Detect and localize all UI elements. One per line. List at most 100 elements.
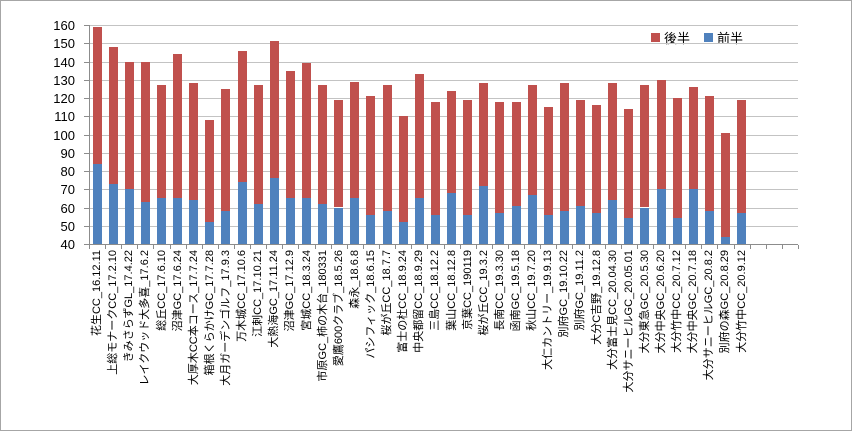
bar-segment-front: [720, 236, 730, 244]
y-axis-label: 110: [54, 109, 75, 125]
bar-segment-front: [640, 207, 650, 244]
x-axis-tick: [185, 245, 187, 249]
bar-segment-back: [237, 50, 247, 182]
x-axis-tick: [443, 245, 445, 249]
y-axis-tick: [84, 98, 89, 99]
bar-segment-front: [173, 198, 183, 244]
y-axis-tick: [84, 116, 89, 118]
bar-segment-front: [92, 163, 102, 244]
y-axis-label: 130: [53, 72, 75, 88]
x-axis-label: 大分竹中CC_20.7.12: [671, 250, 684, 353]
y-gridline: [89, 189, 798, 191]
bar-segment-back: [414, 74, 424, 199]
bar-segment-back: [575, 99, 585, 206]
bar-segment-back: [124, 61, 134, 190]
y-axis-label: 150: [53, 36, 75, 52]
y-axis-label: 60: [60, 200, 75, 216]
x-axis-tick: [362, 245, 364, 249]
bar-segment-front: [398, 222, 408, 244]
bar-segment-back: [285, 70, 295, 199]
y-axis-tick: [84, 61, 89, 63]
bar-segment-front: [704, 211, 714, 244]
bar-segment-back: [334, 99, 344, 208]
x-axis-label: 大分サニーヒルGC_20.05.01: [622, 250, 635, 393]
bar-segment-back: [189, 83, 199, 201]
bar-segment-front: [592, 212, 602, 244]
bar-segment-back: [543, 107, 553, 215]
bar-segment-front: [543, 214, 553, 244]
bar-segment-front: [414, 198, 424, 244]
bar-segment-back: [398, 116, 408, 223]
x-axis-tick: [379, 245, 381, 249]
x-axis-tick: [540, 245, 542, 249]
bar-segment-back: [720, 132, 730, 237]
x-axis-tick: [556, 245, 558, 249]
x-axis-tick: [733, 245, 735, 249]
y-gridline: [89, 225, 798, 227]
x-axis-label: 桜が丘CC_18.7.7: [381, 250, 394, 336]
bar-segment-back: [656, 79, 666, 190]
bar-segment-back: [140, 61, 150, 203]
bar-segment-front: [495, 212, 505, 244]
x-axis-label: 富士の杜CC_18.9.24: [397, 250, 410, 353]
y-axis-tick: [84, 25, 89, 26]
x-axis-tick: [395, 245, 397, 249]
bar-segment-back: [205, 119, 215, 223]
bar-segment-front: [285, 198, 295, 244]
x-axis-tick: [137, 245, 139, 249]
bar-segment-back: [624, 108, 634, 219]
y-gridline: [89, 25, 798, 26]
x-axis-tick: [282, 245, 284, 249]
bar-segment-back: [108, 46, 118, 184]
bar-segment-front: [108, 183, 118, 244]
x-axis-label: 大分C吉野_19.12.8: [590, 250, 603, 345]
bar-segment-front: [688, 189, 698, 244]
x-axis-label: 大仁カントリー_19.9.13: [542, 250, 555, 370]
legend-label-front-nine: 前半: [717, 31, 744, 46]
bar-segment-back: [157, 85, 166, 199]
x-axis-tick: [636, 245, 638, 249]
x-axis-label: レイクウッド大多喜_17.6.2: [139, 250, 152, 386]
y-gridline: [89, 79, 798, 81]
x-axis-label: 大分サニーヒルGC_20.8.2: [703, 250, 716, 381]
x-axis-tick: [798, 245, 799, 249]
y-axis-tick: [84, 189, 89, 191]
y-gridline: [89, 171, 798, 172]
bar-segment-front: [221, 211, 231, 244]
x-axis-label: 京葉CC_190119: [461, 250, 474, 330]
y-axis-tick: [84, 225, 89, 227]
x-axis-tick: [105, 245, 107, 249]
y-gridline: [89, 207, 798, 209]
legend-label-back-nine: 後半: [664, 31, 691, 46]
bar-segment-front: [447, 192, 457, 244]
bar-segment-front: [253, 203, 263, 244]
x-axis-label: 長南CC_19.3.30: [493, 250, 506, 331]
chart-legend: 後半 前半: [646, 26, 749, 49]
x-axis-tick: [685, 245, 687, 249]
bar-segment-front: [334, 207, 344, 244]
x-axis-label: 万木城CC_17.10.6: [236, 250, 249, 342]
x-axis-label: 大分中央GC_20.6.20: [655, 250, 668, 354]
bar-segment-back: [350, 81, 360, 199]
x-axis-label: 総丘CC_17.6.10: [155, 250, 168, 331]
x-axis-label: 大分竹中CC_20.9.12: [735, 250, 748, 353]
y-axis-tick: [84, 134, 89, 136]
x-axis-tick: [169, 245, 171, 249]
x-axis-label: 秋山CC_19.7.20: [526, 250, 539, 331]
y-axis-label: 140: [53, 54, 75, 70]
x-axis-tick: [89, 245, 90, 249]
x-axis-label: 大分中央GC_20.7.18: [687, 250, 700, 354]
x-axis-tick: [620, 245, 622, 249]
x-axis-tick: [524, 245, 526, 249]
x-axis-label: 宮城CC_18.3.24: [300, 250, 313, 331]
bar-segment-back: [221, 88, 231, 212]
x-axis-label: 中央都留CC_18.9.29: [413, 250, 426, 353]
x-axis-label: 市原GC_柿の木台_180331: [316, 250, 329, 382]
x-axis-tick: [234, 245, 236, 249]
x-axis-tick: [298, 245, 300, 249]
x-axis-tick: [153, 245, 155, 249]
x-axis-tick: [346, 245, 348, 249]
bar-segment-front: [430, 214, 440, 244]
x-axis-label: 別府GC_19.10.22: [558, 250, 571, 338]
